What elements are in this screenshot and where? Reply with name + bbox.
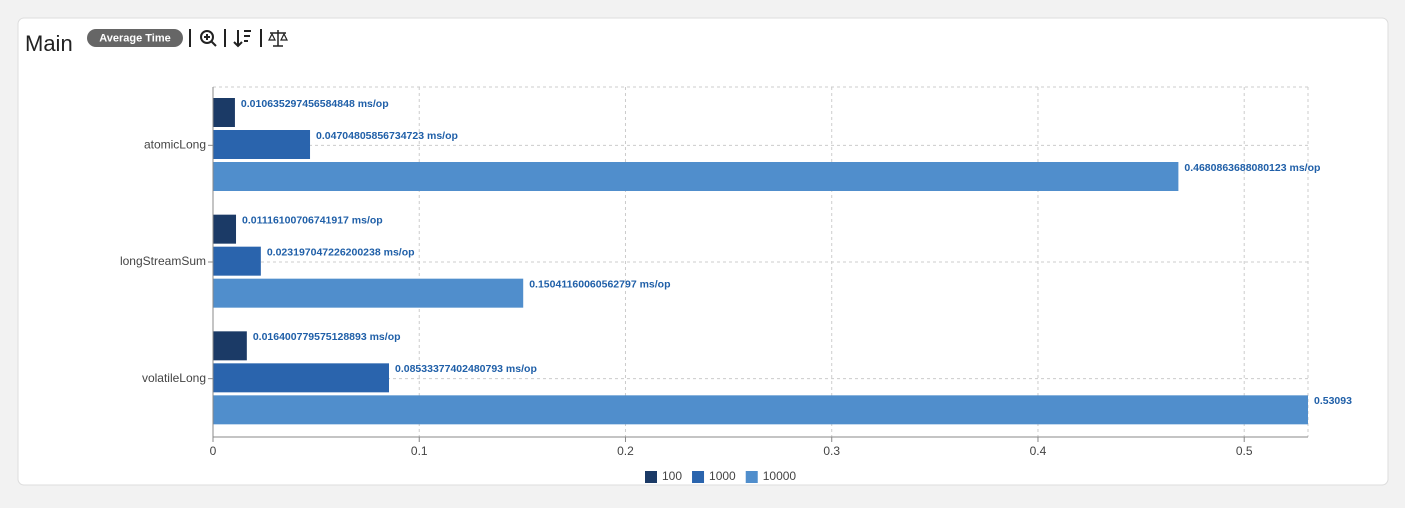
value-label: 0.01116100706741917 ms/op <box>242 214 383 226</box>
value-label: 0.016400779575128893 ms/op <box>253 331 401 343</box>
toolbar <box>189 29 288 48</box>
zoom-icon[interactable] <box>200 30 214 44</box>
bar <box>213 278 524 308</box>
badge[interactable] <box>87 29 183 47</box>
legend-label: 1000 <box>709 469 736 483</box>
bar <box>213 395 1308 425</box>
y-tick-label: volatileLong <box>142 371 206 385</box>
bar <box>213 98 235 127</box>
bar <box>213 214 237 244</box>
legend-label: 100 <box>662 469 682 483</box>
bar <box>213 162 1179 191</box>
x-tick-label: 0.1 <box>411 444 428 458</box>
bar <box>213 130 311 159</box>
bar <box>213 363 389 393</box>
value-label: 0.08533377402480793 ms/op <box>395 363 537 375</box>
x-tick-label: 0.4 <box>1030 444 1047 458</box>
value-label: 0.53093 <box>1314 395 1352 407</box>
legend-swatch <box>645 471 657 483</box>
value-label: 0.010635297456584848 ms/op <box>241 98 389 110</box>
x-tick-label: 0 <box>210 444 217 458</box>
value-label: 0.023197047226200238 ms/op <box>267 246 415 258</box>
title: Main <box>25 31 73 56</box>
x-tick-label: 0.2 <box>617 444 634 458</box>
y-tick-label: atomicLong <box>144 138 206 152</box>
x-tick-label: 0.3 <box>823 444 840 458</box>
value-label: 0.04704805856734723 ms/op <box>316 130 458 142</box>
x-tick-label: 0.5 <box>1236 444 1253 458</box>
legend-label: 10000 <box>763 469 797 483</box>
value-label: 0.4680863688080123 ms/op <box>1184 162 1320 174</box>
legend-swatch <box>745 471 758 483</box>
legend-swatch <box>692 471 705 483</box>
value-label: 0.15041160060562797 ms/op <box>529 278 670 290</box>
y-tick-label: longStreamSum <box>120 254 206 268</box>
bar <box>213 246 261 276</box>
bar <box>213 331 247 361</box>
badge-text: Average Time <box>99 32 171 44</box>
